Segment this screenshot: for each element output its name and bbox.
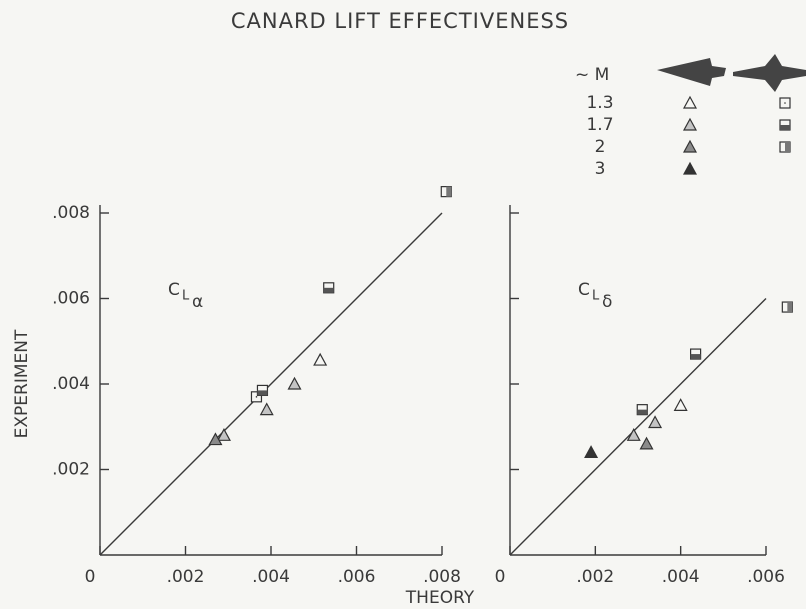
- square-marker: [440, 186, 452, 198]
- x-axis-label: THEORY: [405, 588, 475, 608]
- x-tick-label: .006: [747, 567, 785, 587]
- aircraft-icon: [733, 54, 806, 92]
- marker-shape: [639, 436, 654, 450]
- marker-shape: [626, 428, 641, 441]
- square-marker: [689, 348, 702, 360]
- marker-fill: [785, 142, 790, 152]
- x-tick-label: 0: [85, 567, 96, 587]
- triangle-marker: [682, 117, 698, 131]
- x-tick-label: .008: [423, 567, 461, 587]
- marker-dot: [784, 102, 786, 104]
- theory-line: [509, 298, 767, 556]
- triangle-marker: [208, 432, 223, 446]
- x-tick-label: .004: [252, 567, 290, 587]
- triangle-marker: [639, 436, 654, 450]
- x-tick-label: .004: [662, 567, 700, 587]
- legend-label: 1.7: [586, 115, 613, 135]
- square-marker: [779, 119, 791, 131]
- square-marker: [779, 141, 791, 153]
- x-tick-label: .006: [338, 567, 376, 587]
- triangle-marker: [648, 415, 663, 429]
- square-marker: [779, 97, 791, 109]
- square-marker: [323, 282, 335, 294]
- marker-dot: [255, 396, 258, 398]
- triangle-marker: [682, 95, 698, 109]
- y-tick-label: .006: [52, 289, 90, 309]
- marker-shape: [682, 117, 698, 131]
- marker-fill: [637, 409, 648, 415]
- triangle-marker: [673, 398, 688, 411]
- triangle-marker: [287, 376, 302, 390]
- marker-fill: [787, 302, 793, 313]
- panel-label: C: [168, 280, 180, 300]
- x-tick-label: 0: [495, 567, 506, 587]
- marker-shape: [313, 352, 328, 366]
- square-marker: [781, 301, 793, 313]
- square-marker: [256, 384, 269, 397]
- legend-title: ~ M: [575, 65, 609, 85]
- theory-line: [99, 212, 443, 556]
- triangle-marker: [259, 402, 274, 416]
- panel-label: L: [182, 289, 190, 304]
- marker-shape: [259, 402, 274, 416]
- marker-shape: [682, 161, 698, 175]
- marker-shape: [208, 432, 223, 446]
- square-marker: [250, 391, 263, 403]
- y-tick-label: .002: [52, 460, 90, 480]
- panel-label: δ: [602, 292, 612, 312]
- marker-shape: [648, 415, 663, 429]
- marker-shape: [682, 139, 698, 153]
- panel-label: C: [578, 280, 590, 300]
- marker-shape: [287, 376, 302, 390]
- triangle-marker: [682, 161, 698, 175]
- triangle-marker: [216, 428, 231, 441]
- panel-label: L: [592, 289, 600, 304]
- marker-shape: [584, 445, 599, 458]
- marker-shape: [216, 428, 231, 441]
- y-tick-label: .004: [52, 374, 90, 394]
- marker-shape: [673, 398, 688, 411]
- aircraft-icon: [657, 58, 726, 86]
- legend-label: 3: [595, 159, 606, 179]
- chart-title: CANARD LIFT EFFECTIVENESS: [231, 9, 569, 33]
- marker-fill: [690, 354, 701, 360]
- y-axis-label: EXPERIMENT: [12, 329, 32, 438]
- legend-label: 1.3: [586, 93, 613, 113]
- triangle-marker: [682, 139, 698, 153]
- marker-fill: [780, 125, 790, 130]
- marker-shape: [682, 95, 698, 109]
- triangle-marker: [313, 352, 328, 366]
- y-tick-label: .008: [52, 203, 90, 223]
- marker-fill: [446, 186, 452, 197]
- triangle-marker: [626, 428, 641, 441]
- square-marker: [636, 404, 648, 416]
- legend-label: 2: [595, 137, 606, 157]
- triangle-marker: [584, 445, 599, 458]
- x-tick-label: .002: [167, 567, 205, 587]
- x-tick-label: .002: [576, 567, 614, 587]
- marker-fill: [257, 390, 268, 396]
- marker-fill: [323, 287, 334, 293]
- panel-label: α: [192, 292, 203, 312]
